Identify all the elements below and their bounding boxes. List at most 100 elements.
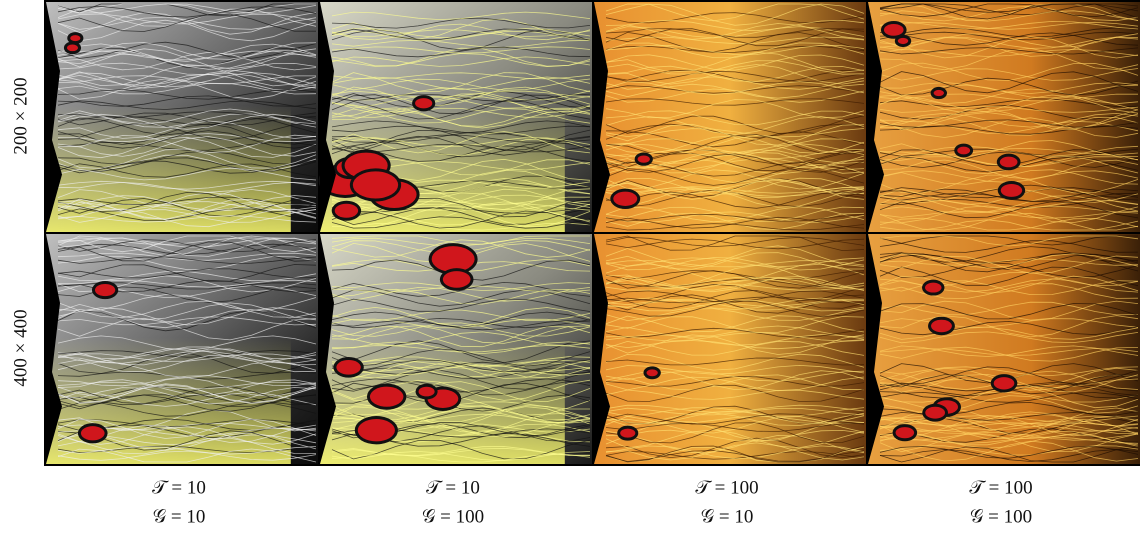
streamline: [57, 136, 317, 157]
streamline: [331, 39, 591, 48]
streamline: [331, 450, 591, 462]
streamline: [879, 422, 1139, 431]
streamline: [57, 163, 317, 178]
streamline: [331, 76, 591, 90]
row-label: 200 × 200: [10, 77, 31, 154]
streamline: [605, 376, 865, 392]
streamline: [605, 152, 865, 174]
streamline: [331, 320, 591, 331]
streamline: [57, 241, 317, 262]
streamline: [605, 290, 865, 310]
vortex-core: [933, 89, 945, 97]
streamline: [331, 107, 591, 118]
streamline: [605, 60, 865, 75]
streamline: [605, 442, 865, 461]
streamline: [606, 191, 865, 209]
streamline: [605, 415, 865, 434]
streamline: [331, 90, 591, 98]
streamline: [605, 44, 865, 56]
streamline: [57, 189, 317, 207]
streamline: [879, 210, 1139, 219]
streamline: [58, 279, 317, 288]
streamline: [879, 36, 1139, 57]
streamline: [879, 47, 1139, 71]
streamline: [57, 19, 317, 42]
streamline: [879, 94, 1139, 114]
streamline: [57, 49, 317, 67]
streamline: [331, 11, 591, 21]
streamline: [879, 27, 1139, 38]
streamline: [57, 62, 317, 76]
flow-panel: [868, 2, 1140, 232]
streamline: [57, 316, 317, 326]
streamline: [331, 369, 591, 390]
streamline: [331, 348, 591, 367]
streamline: [605, 115, 865, 134]
streamline: [331, 311, 591, 328]
streamline: [57, 379, 317, 396]
streamline: [605, 445, 865, 463]
streamline: [605, 407, 865, 416]
streamline: [57, 198, 317, 217]
streamline: [57, 69, 317, 89]
streamline: [605, 213, 865, 222]
streamline: [879, 96, 1139, 113]
streamline: [57, 384, 317, 404]
streamline: [605, 36, 865, 45]
streamline: [605, 178, 865, 200]
streamline: [879, 147, 1139, 156]
vortex-core: [999, 156, 1018, 168]
streamline: [57, 252, 317, 261]
vortex-core: [94, 283, 116, 297]
streamline: [57, 353, 317, 362]
vortex-core: [357, 419, 395, 442]
streamline: [331, 100, 591, 120]
flow-panel: [46, 234, 318, 464]
streamline: [331, 235, 590, 245]
streamline: [879, 391, 1139, 403]
streamline: [331, 325, 591, 344]
vortex-core: [80, 426, 105, 441]
streamline: [57, 450, 317, 461]
streamline: [879, 366, 1139, 385]
streamline: [331, 288, 591, 305]
vortex-core: [613, 191, 638, 206]
streamline: [331, 406, 591, 429]
column-label-t: 𝒯 = 100: [969, 477, 1032, 498]
streamline: [57, 167, 317, 181]
streamline: [331, 134, 591, 143]
streamline: [331, 239, 591, 258]
streamline: [605, 153, 865, 173]
streamline: [605, 357, 865, 366]
streamline: [57, 383, 317, 404]
flow-panel: [318, 2, 592, 232]
vortex-core: [883, 23, 904, 36]
streamline: [879, 315, 1139, 338]
streamline: [57, 150, 317, 165]
streamline: [879, 430, 1139, 446]
streamline: [605, 188, 865, 197]
streamline: [605, 283, 865, 291]
flow-panel: [46, 2, 318, 232]
vortex-core: [646, 369, 658, 377]
streamline: [879, 105, 1139, 113]
streamline: [605, 42, 865, 59]
streamline: [879, 303, 1139, 320]
streamline: [605, 85, 865, 94]
streamline: [879, 36, 1139, 49]
streamline: [879, 446, 1139, 463]
vortex-core: [352, 171, 399, 199]
streamline: [879, 253, 1139, 269]
streamline: [57, 95, 317, 107]
streamline: [331, 298, 591, 312]
streamline: [331, 317, 591, 329]
streamline: [879, 84, 1139, 99]
streamline: [331, 206, 591, 228]
streamline: [605, 206, 865, 222]
streamline: [879, 20, 1139, 30]
streamline: [879, 33, 1139, 48]
streamline: [57, 122, 317, 141]
streamline: [605, 257, 865, 268]
streamline: [879, 415, 1139, 438]
